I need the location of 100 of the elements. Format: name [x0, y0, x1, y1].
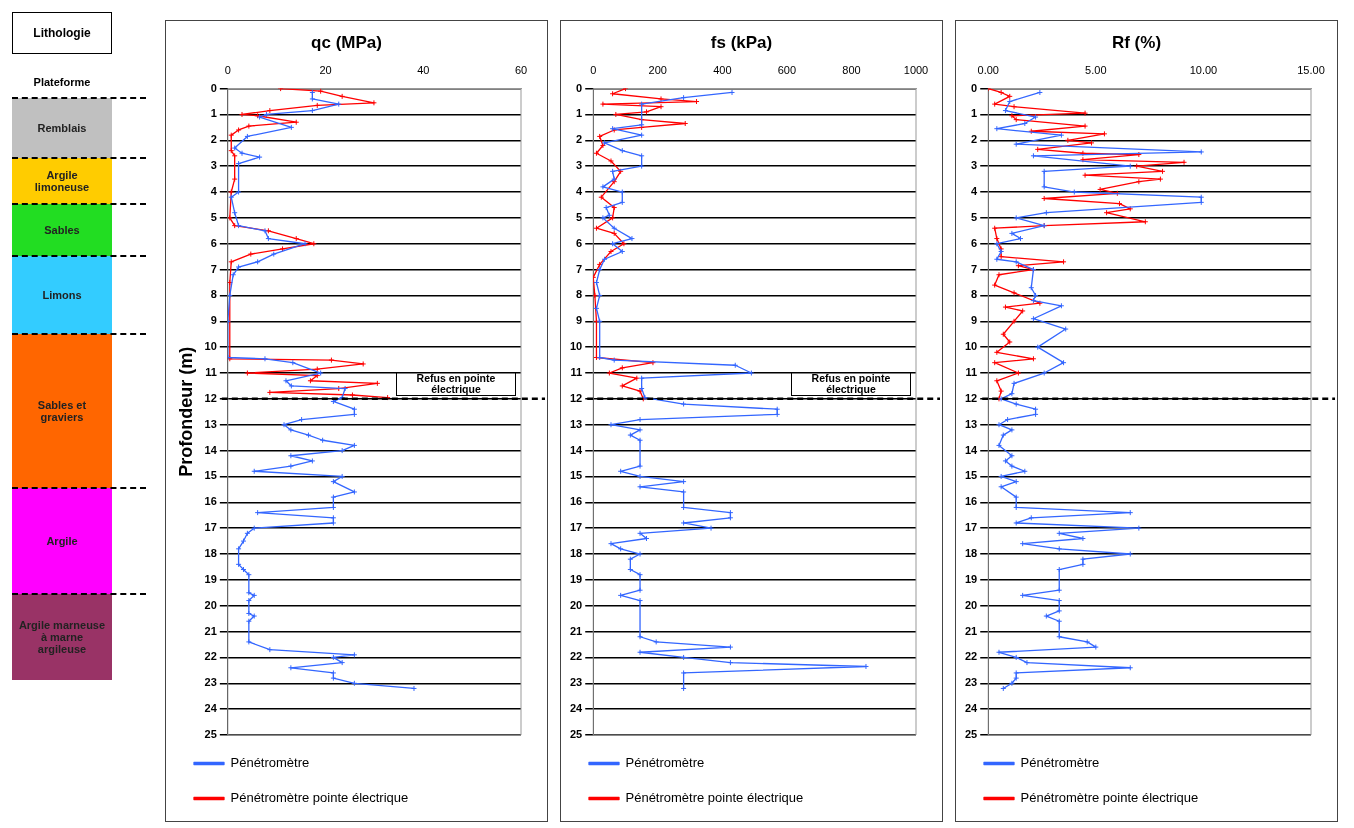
y-tick-label: 14 — [204, 443, 218, 456]
y-tick-label: 7 — [210, 262, 217, 275]
y-tick-label: 0 — [210, 81, 217, 94]
x-tick-label: 0.00 — [977, 64, 999, 77]
y-tick-label: 20 — [204, 598, 217, 611]
legend-label: Pénétromètre — [230, 755, 310, 771]
legend-label: Pénétromètre pointe électrique — [1020, 790, 1199, 806]
y-tick-label: 2 — [576, 133, 583, 146]
y-tick-label: 3 — [971, 159, 978, 172]
x-tick-label: 400 — [713, 64, 732, 77]
y-tick-label: 23 — [569, 676, 583, 689]
chart-title: Rf (%) — [1111, 32, 1162, 52]
y-tick-label: 11 — [965, 366, 978, 379]
y-tick-label: 4 — [210, 185, 218, 198]
y-tick-label: 25 — [569, 728, 583, 741]
y-tick-label: 17 — [964, 521, 978, 534]
y-tick-label: 8 — [576, 288, 583, 301]
ref-line-label: Refus en pointe électrique — [396, 371, 516, 396]
y-tick-label: 23 — [204, 676, 217, 689]
y-tick-label: 0 — [576, 81, 583, 94]
y-tick-label: 6 — [971, 236, 978, 249]
y-tick-label: 22 — [569, 650, 583, 663]
y-tick-label: 24 — [204, 702, 218, 715]
text: Argile — [12, 488, 112, 594]
y-tick-label: 5 — [576, 210, 583, 223]
y-tick-label: 3 — [576, 159, 583, 172]
y-tick-label: 17 — [204, 521, 217, 534]
y-axis-title: Profondeur (m) — [175, 346, 196, 477]
y-tick-label: 19 — [569, 572, 583, 585]
y-tick-label: 1 — [971, 107, 978, 120]
y-tick-label: 10 — [204, 340, 217, 353]
y-tick-label: 13 — [204, 417, 217, 430]
text: Plateforme — [32, 76, 92, 88]
y-tick-label: 20 — [569, 598, 583, 611]
text: Argile marneuse à marne argileuse — [12, 594, 112, 680]
y-tick-label: 9 — [971, 314, 978, 327]
text: Limons — [12, 256, 112, 334]
x-tick-label: 5.00 — [1085, 64, 1107, 77]
y-tick-label: 16 — [569, 495, 583, 508]
y-tick-label: 25 — [204, 728, 217, 741]
y-tick-label: 24 — [964, 702, 979, 715]
chart-title: fs (kPa) — [710, 32, 773, 52]
y-tick-label: 4 — [971, 185, 979, 198]
y-tick-label: 7 — [576, 262, 583, 275]
text: Sables — [12, 204, 112, 256]
legend-label: Pénétromètre pointe électrique — [625, 790, 804, 806]
y-tick-label: 22 — [204, 650, 217, 663]
y-tick-label: 8 — [971, 288, 978, 301]
x-tick-label: 800 — [842, 64, 861, 77]
y-tick-label: 12 — [964, 391, 978, 404]
text: Argile limoneuse — [12, 158, 112, 204]
legend-label: Pénétromètre pointe électrique — [230, 790, 409, 806]
y-tick-label: 24 — [569, 702, 584, 715]
y-tick-label: 9 — [576, 314, 583, 327]
x-tick-label: 0 — [590, 64, 597, 77]
y-tick-label: 15 — [569, 469, 583, 482]
y-tick-label: 12 — [204, 391, 217, 404]
y-tick-label: 6 — [576, 236, 583, 249]
x-tick-label: 40 — [417, 64, 430, 77]
y-tick-label: 6 — [210, 236, 217, 249]
y-tick-label: 15 — [204, 469, 217, 482]
legend-label: Pénétromètre — [625, 755, 705, 771]
y-tick-label: 20 — [964, 598, 978, 611]
y-tick-label: 17 — [569, 521, 583, 534]
y-tick-label: 19 — [964, 572, 978, 585]
y-tick-label: 1 — [576, 107, 583, 120]
x-tick-label: 15.00 — [1297, 64, 1325, 77]
y-tick-label: 22 — [964, 650, 978, 663]
y-tick-label: 3 — [210, 159, 217, 172]
y-tick-label: 14 — [569, 443, 584, 456]
text: Lithologie — [12, 12, 112, 54]
y-tick-label: 2 — [971, 133, 978, 146]
y-tick-label: 1 — [210, 107, 217, 120]
y-tick-label: 25 — [964, 728, 978, 741]
y-tick-label: 21 — [964, 624, 978, 637]
y-tick-label: 16 — [204, 495, 217, 508]
y-tick-label: 21 — [569, 624, 583, 637]
y-tick-label: 4 — [576, 185, 584, 198]
y-tick-label: 10 — [964, 340, 978, 353]
x-tick-label: 10.00 — [1189, 64, 1218, 77]
y-tick-label: 18 — [204, 547, 217, 560]
y-tick-label: 14 — [964, 443, 979, 456]
y-tick-label: 21 — [204, 624, 217, 637]
x-tick-label: 200 — [648, 64, 667, 77]
x-tick-label: 20 — [319, 64, 332, 77]
y-tick-label: 18 — [569, 547, 583, 560]
y-tick-label: 12 — [569, 391, 583, 404]
y-tick-label: 13 — [569, 417, 583, 430]
ref-line-label: Refus en pointe électrique — [791, 371, 911, 396]
y-tick-label: 19 — [204, 572, 217, 585]
y-tick-label: 7 — [971, 262, 978, 275]
y-tick-label: 0 — [971, 81, 978, 94]
text: Remblais — [12, 98, 112, 158]
y-tick-label: 2 — [210, 133, 217, 146]
y-tick-label: 23 — [964, 676, 978, 689]
x-tick-label: 1000 — [903, 64, 929, 77]
y-tick-label: 10 — [569, 340, 583, 353]
y-tick-label: 5 — [971, 210, 978, 223]
y-tick-label: 11 — [570, 366, 583, 379]
x-tick-label: 600 — [777, 64, 797, 77]
